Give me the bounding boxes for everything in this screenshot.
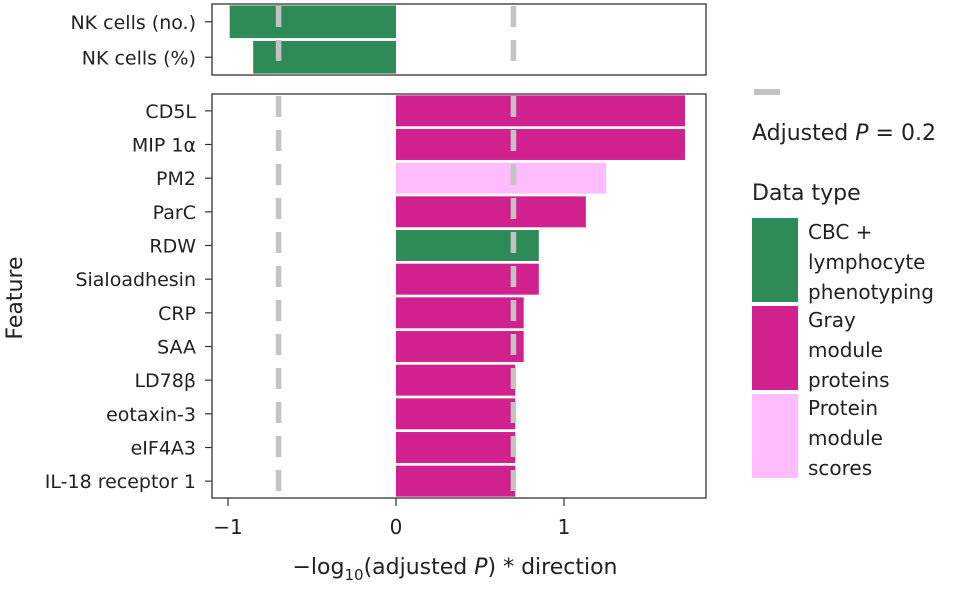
y-tick-label: CRP xyxy=(158,303,196,325)
bar xyxy=(253,40,396,74)
y-tick-label: NK cells (%) xyxy=(82,47,196,69)
x-tick-label: −1 xyxy=(213,515,242,539)
bar xyxy=(396,465,516,497)
x-tick-label: 0 xyxy=(390,515,403,539)
legend-swatch xyxy=(752,218,798,302)
x-axis-title-italic: P xyxy=(474,555,488,580)
x-axis-title-prefix: −log xyxy=(292,555,344,580)
legend-swatch xyxy=(752,306,798,390)
legend-label-line: phenotyping xyxy=(808,280,934,304)
legend-entries: CBC + lymphocyte phenotyping Gray module prot… xyxy=(752,218,934,480)
x-tick-label: 1 xyxy=(558,515,571,539)
legend-swatch xyxy=(752,394,798,478)
top-panel-frame xyxy=(211,3,707,76)
x-axis-title: −log10(adjusted P) * direction xyxy=(292,555,617,584)
bar xyxy=(396,263,539,295)
legend-title: Data type xyxy=(752,181,861,206)
bar xyxy=(396,398,516,430)
y-tick-label: IL-18 receptor 1 xyxy=(45,471,196,493)
x-axis-title-middle: (adjusted xyxy=(364,555,475,580)
bar xyxy=(396,297,524,329)
x-axis-title-subscript: 10 xyxy=(344,566,363,584)
bar xyxy=(396,230,539,261)
legend: Adjusted P = 0.2 Data type CBC + lymphocy… xyxy=(752,89,936,480)
bar xyxy=(396,196,586,228)
y-tick-label: eotaxin-3 xyxy=(106,404,196,426)
bar xyxy=(396,331,524,362)
y-tick-label: RDW xyxy=(149,236,196,258)
bar xyxy=(229,5,396,39)
bar xyxy=(396,162,606,194)
threshold-legend-suffix: = 0.2 xyxy=(869,121,936,146)
legend-label-line: module xyxy=(808,426,883,450)
x-axis: −1 0 1 xyxy=(213,498,570,539)
y-tick-label: Sialoadhesin xyxy=(75,269,196,291)
legend-label-line: CBC + xyxy=(808,220,872,244)
y-tick-label: MIP 1α xyxy=(132,135,196,157)
legend-label-line: scores xyxy=(808,456,872,480)
y-tick-label: SAA xyxy=(157,337,196,359)
y-tick-label: PM2 xyxy=(156,168,196,190)
y-tick-label: eIF4A3 xyxy=(131,438,196,460)
bar xyxy=(396,129,685,160)
bar xyxy=(396,432,516,463)
legend-label-line: Gray xyxy=(808,308,856,332)
y-tick-label: NK cells (no.) xyxy=(70,12,196,34)
y-axis-title: Feature xyxy=(3,256,28,339)
x-axis-title-suffix: ) * direction xyxy=(488,555,618,580)
y-tick-label: ParC xyxy=(153,202,196,224)
legend-label-line: proteins xyxy=(808,368,890,392)
bar xyxy=(396,95,685,127)
threshold-legend-label: Adjusted P = 0.2 xyxy=(752,121,936,146)
legend-label-line: module xyxy=(808,338,883,362)
legend-label-line: lymphocyte xyxy=(808,250,925,274)
bottom-panel: CD5L MIP 1α PM2 ParC RDW Sialoadhesin CRP SAA LD… xyxy=(45,93,707,499)
y-tick-label: CD5L xyxy=(145,101,196,123)
bottom-panel-frame xyxy=(211,93,707,499)
bar xyxy=(396,364,516,396)
threshold-legend-italic: P xyxy=(855,121,869,146)
y-tick-label: LD78β xyxy=(134,370,196,392)
legend-label-line: Protein xyxy=(808,396,878,420)
top-panel: NK cells (no.) NK cells (%) xyxy=(70,3,707,76)
threshold-legend-prefix: Adjusted xyxy=(752,121,855,146)
